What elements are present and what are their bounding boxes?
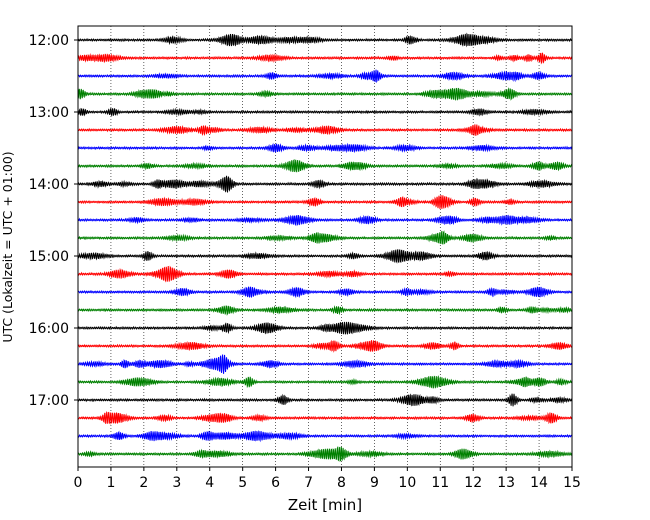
trace-group <box>77 32 573 462</box>
x-tick-label: 7 <box>304 475 313 491</box>
x-tick-label: 4 <box>205 475 214 491</box>
seismic-trace <box>77 286 573 299</box>
seismic-trace <box>77 69 573 84</box>
seismic-trace <box>77 32 573 48</box>
y-tick-label: 15:00 <box>29 249 69 265</box>
y-tick-label: 13:00 <box>29 105 69 121</box>
y-tick-label: 14:00 <box>29 177 69 193</box>
x-tick-label: 2 <box>139 475 148 491</box>
seismic-trace <box>77 305 573 316</box>
seismic-trace <box>77 265 573 283</box>
y-tick-label: 17:00 <box>29 393 69 409</box>
plot-frame <box>77 25 573 468</box>
x-axis-label: Zeit [min] <box>288 496 362 514</box>
x-tick-label: 1 <box>106 475 115 491</box>
seismic-trace <box>77 87 573 101</box>
y-tick-label: 12:00 <box>29 33 69 49</box>
seismic-trace <box>77 159 573 173</box>
seismic-trace <box>77 107 573 117</box>
x-tick-label: 10 <box>398 475 416 491</box>
x-tick-label: 12 <box>464 475 482 491</box>
seismic-trace <box>77 52 573 65</box>
x-tick-label: 13 <box>497 475 515 491</box>
seismic-trace <box>77 339 573 353</box>
x-tick-label: 8 <box>337 475 346 491</box>
seismic-trace <box>77 321 573 335</box>
tick-group: 0 1 2 3 4 5 6 7 8 9 10 11 12 13 14 1512:0013:0014:0015:… <box>29 33 581 491</box>
seismic-trace <box>77 430 573 443</box>
seismic-trace <box>77 175 573 193</box>
y-tick-label: 16:00 <box>29 321 69 337</box>
x-tick-label: 9 <box>370 475 379 491</box>
seismic-trace <box>77 375 573 389</box>
x-tick-label: 0 <box>74 475 83 491</box>
seismic-trace <box>77 445 573 462</box>
x-tick-label: 3 <box>172 475 181 491</box>
y-axis-label: UTC (Lokalzeit = UTC + 01:00) <box>0 151 15 342</box>
seismic-trace <box>77 249 573 264</box>
x-tick-label: 14 <box>530 475 548 491</box>
seismic-trace <box>77 194 573 209</box>
seismic-trace <box>77 354 573 374</box>
x-tick-label: 5 <box>238 475 247 491</box>
seismic-trace <box>77 142 573 154</box>
seismic-trace <box>77 124 573 137</box>
seismic-trace <box>77 214 573 227</box>
seismic-trace <box>77 411 573 425</box>
x-tick-label: 6 <box>271 475 280 491</box>
seismic-trace <box>77 393 573 407</box>
x-tick-label: 11 <box>431 475 449 491</box>
x-tick-label: 15 <box>563 475 581 491</box>
seismic-trace <box>77 230 573 245</box>
